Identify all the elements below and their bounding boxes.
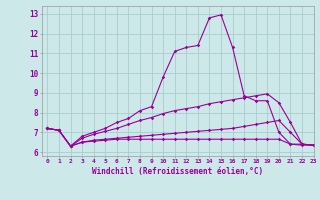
X-axis label: Windchill (Refroidissement éolien,°C): Windchill (Refroidissement éolien,°C) — [92, 167, 263, 176]
